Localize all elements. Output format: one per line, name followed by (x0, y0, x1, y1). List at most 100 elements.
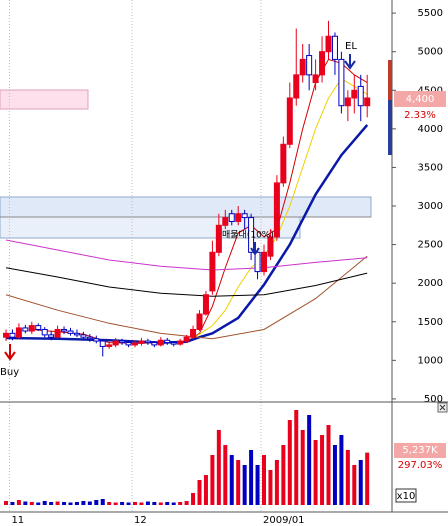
candle-body (28, 325, 35, 332)
volume-bar (74, 502, 79, 505)
signal-arrow (250, 242, 260, 256)
volume-bar (42, 501, 47, 505)
candle-body (215, 224, 222, 253)
volume-bar (223, 445, 228, 505)
volume-bar (262, 455, 266, 505)
candle-body (306, 55, 313, 76)
volume-bar (107, 502, 112, 505)
volume-bar (339, 435, 344, 505)
volume-bar (4, 501, 8, 505)
x-tick-label: 11 (11, 515, 24, 526)
candle-body (338, 58, 345, 107)
candle-body (209, 251, 216, 292)
volume-bar (281, 445, 286, 505)
ma-line (5, 267, 368, 297)
volume-change: 297.03% (398, 460, 443, 471)
candle-body (241, 213, 248, 219)
zone-label: 매물대(10%) (222, 230, 274, 241)
candle-body (267, 236, 274, 257)
price-box (394, 91, 446, 107)
candle-body (235, 213, 242, 222)
buy-arrow (4, 344, 16, 361)
buy-label: Buy (0, 367, 19, 378)
y-tick-label: 4500 (418, 85, 443, 96)
volume-bar (29, 502, 34, 505)
volume-bar (94, 500, 99, 505)
candle-body (177, 340, 184, 345)
volume-bar (287, 420, 292, 505)
candle-body (106, 344, 113, 347)
candle-body (202, 294, 209, 315)
volume-bar (236, 460, 241, 505)
candle-body (299, 58, 306, 76)
candle-body (151, 342, 158, 346)
candle-body (138, 340, 145, 344)
candle-body (222, 217, 229, 226)
last-change: 2.33% (404, 110, 436, 121)
volume-bar (307, 415, 312, 505)
volume-bar (229, 455, 234, 505)
volume-bar (210, 455, 215, 505)
volume-bar (313, 440, 318, 505)
candle-body (144, 340, 151, 344)
candle-body (280, 143, 287, 184)
candle-body (41, 328, 48, 336)
volume-bar (300, 430, 305, 505)
candle-body (80, 334, 87, 338)
volume-bar (152, 502, 157, 505)
volume-bar (216, 430, 221, 505)
candle-body (54, 328, 61, 338)
volume-bar (203, 475, 208, 505)
volume-bar (23, 501, 28, 505)
volume-bar (145, 501, 150, 505)
volume-bar (365, 452, 370, 505)
volume-bar (268, 470, 273, 505)
x-tick-label: 2009/01 (263, 515, 305, 526)
candle-body (364, 97, 371, 107)
volume-bar (120, 502, 125, 505)
candle-body (170, 342, 177, 345)
volume-bar (49, 502, 54, 505)
y-tick-label: 2000 (418, 278, 443, 289)
zone-box (0, 196, 372, 218)
candle-body (331, 35, 338, 60)
scale-box (395, 488, 417, 503)
candle-body (164, 339, 171, 344)
candle-body (261, 251, 267, 273)
candle-body (125, 342, 132, 346)
candle-body (228, 213, 235, 222)
x-tick-label: 12 (134, 515, 147, 526)
candle-body (357, 85, 364, 107)
candle-body (157, 339, 164, 346)
candle-body (15, 327, 22, 338)
y-tick-label: 5000 (418, 47, 443, 58)
ma-line (5, 124, 369, 344)
candle-body (312, 74, 319, 84)
volume-bar (294, 410, 299, 505)
volume-scale: x10 (397, 491, 416, 502)
candle-body (132, 342, 138, 346)
candle-body (254, 251, 261, 273)
candle-body (67, 330, 74, 334)
last-price: 4,400 (406, 94, 435, 105)
candle-body (319, 51, 326, 76)
candle-body (286, 97, 293, 145)
volume-bar (326, 425, 331, 505)
volume-bar (10, 502, 15, 505)
volume-bar (274, 460, 279, 505)
candle-body (61, 328, 68, 332)
volume-bar (249, 450, 254, 505)
close-icon (439, 404, 446, 411)
volume-bar (68, 502, 73, 505)
y-tick-label: 5500 (418, 8, 443, 19)
volume-bar (242, 465, 247, 505)
volume-bar (126, 502, 131, 505)
volume-bar (133, 502, 137, 505)
y-tick-label: 3500 (418, 162, 443, 173)
y-tick-label: 2500 (418, 240, 443, 251)
volume-bar (113, 502, 118, 505)
candle-body (248, 217, 255, 253)
candle-body (351, 89, 358, 99)
